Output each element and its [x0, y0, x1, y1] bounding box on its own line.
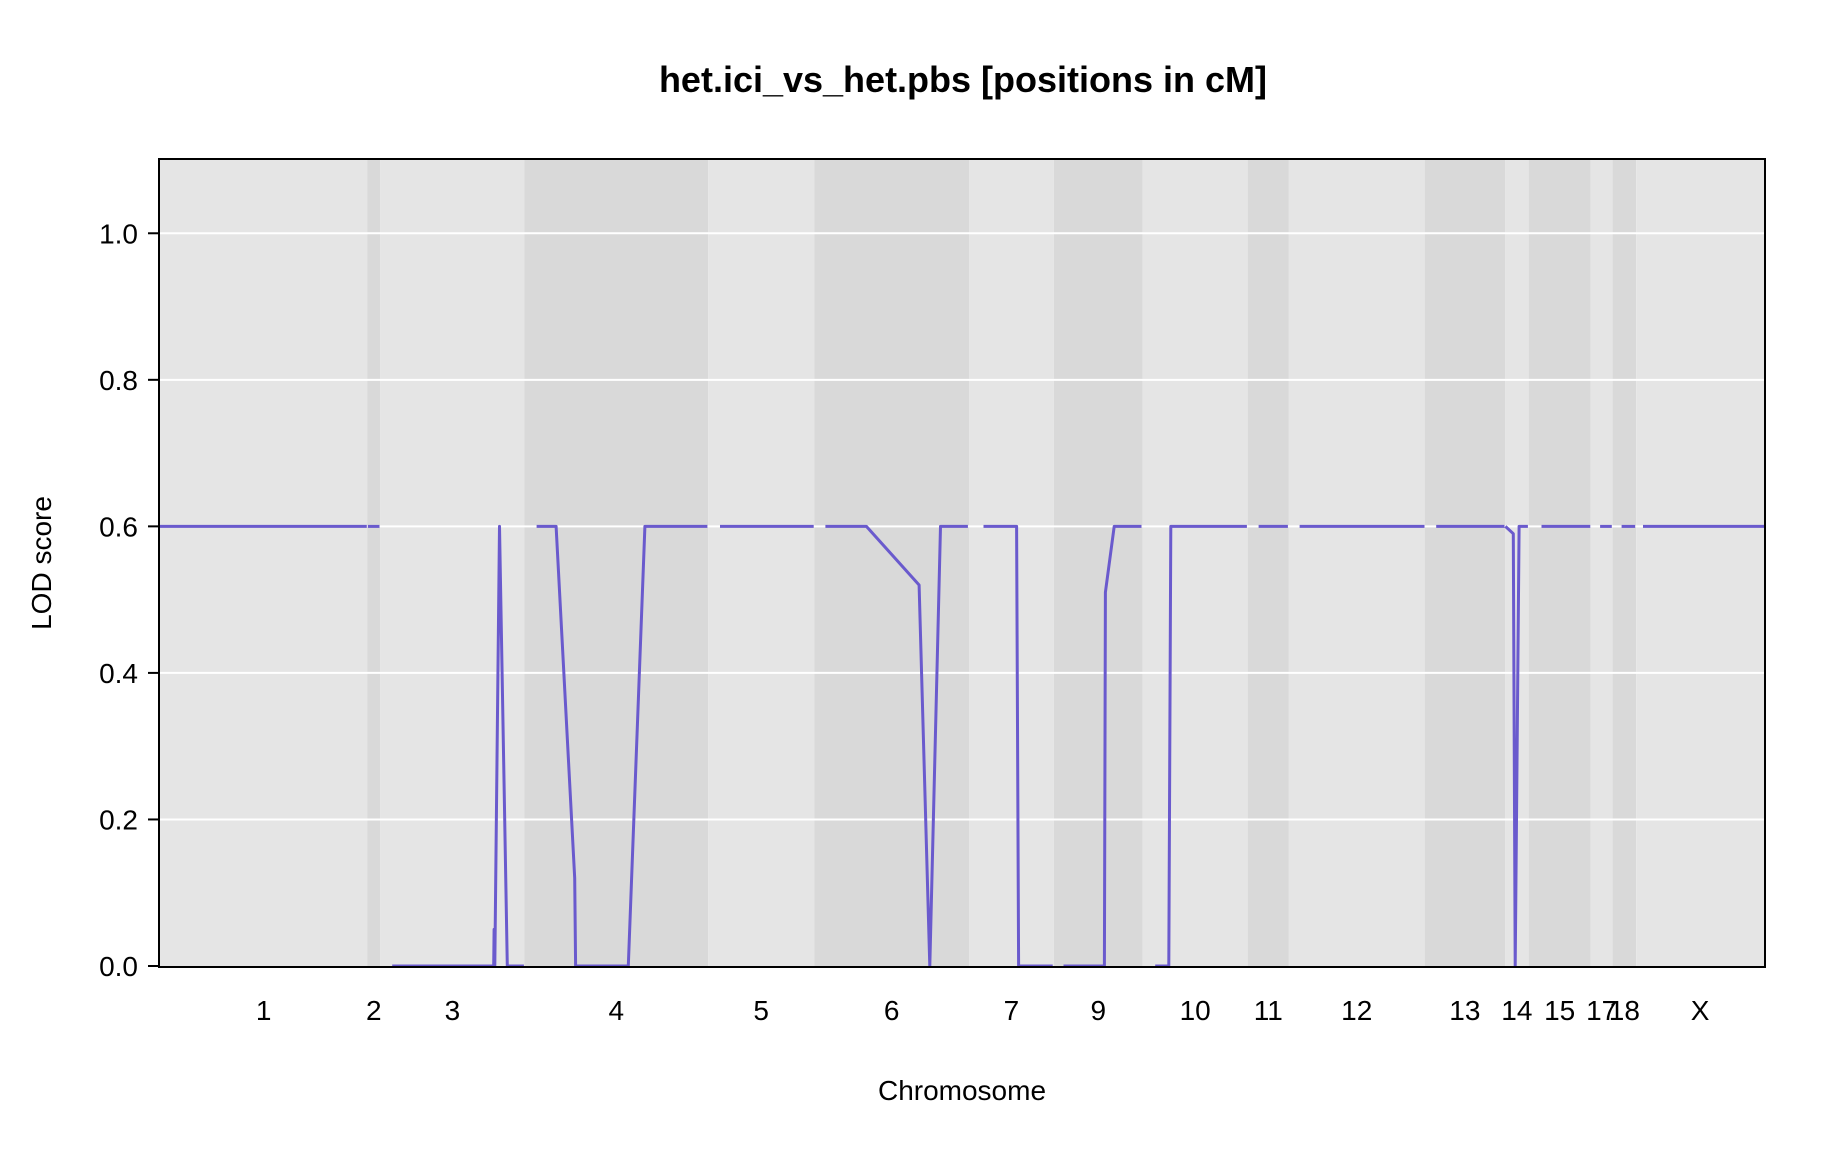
- y-tick-label: 0.4: [99, 658, 138, 689]
- x-tick-label-chr-13: 13: [1449, 995, 1480, 1026]
- chromosome-band-1: [160, 160, 368, 966]
- x-tick-label-chr-4: 4: [609, 995, 625, 1026]
- x-axis-label: Chromosome: [878, 1075, 1046, 1106]
- chromosome-band-5: [708, 160, 815, 966]
- chromosome-band-18: [1612, 160, 1637, 966]
- chromosome-band-7: [969, 160, 1054, 966]
- x-tick-label-chr-5: 5: [753, 995, 769, 1026]
- chromosome-band-9: [1053, 160, 1143, 966]
- chromosome-band-3: [380, 160, 525, 966]
- x-tick-label-chr-X: X: [1691, 995, 1710, 1026]
- x-tick-label-chr-6: 6: [884, 995, 900, 1026]
- y-tick-label: 0.2: [99, 804, 138, 835]
- y-tick-label: 0.0: [99, 951, 138, 982]
- chart-title: het.ici_vs_het.pbs [positions in cM]: [659, 59, 1267, 100]
- x-tick-label-chr-14: 14: [1501, 995, 1532, 1026]
- chromosome-band-4: [524, 160, 709, 966]
- chromosome-band-11: [1247, 160, 1289, 966]
- chromosome-band-6: [814, 160, 970, 966]
- x-tick-label-chr-10: 10: [1180, 995, 1211, 1026]
- x-tick-label-chr-7: 7: [1004, 995, 1020, 1026]
- y-tick-label: 0.8: [99, 365, 138, 396]
- plot-frame: [158, 158, 1766, 968]
- chromosome-bands: [160, 160, 1764, 966]
- y-tick-label: 0.6: [99, 511, 138, 542]
- chromosome-band-17: [1590, 160, 1613, 966]
- chromosome-band-2: [367, 160, 381, 966]
- x-tick-label-chr-18: 18: [1609, 995, 1640, 1026]
- chromosome-band-13: [1424, 160, 1506, 966]
- y-axis: 0.0 0.2 0.4 0.6 0.8 1.0: [99, 218, 160, 982]
- x-tick-label-chr-15: 15: [1544, 995, 1575, 1026]
- y-tick-label: 1.0: [99, 218, 138, 249]
- chromosome-band-X: [1636, 160, 1764, 966]
- chromosome-band-10: [1142, 160, 1248, 966]
- x-tick-label-chr-2: 2: [366, 995, 382, 1026]
- chromosome-band-15: [1528, 160, 1591, 966]
- y-axis-label: LOD score: [26, 496, 57, 630]
- x-tick-label-chr-12: 12: [1341, 995, 1372, 1026]
- chromosome-band-14: [1505, 160, 1529, 966]
- x-tick-label-chr-17: 17: [1586, 995, 1617, 1026]
- x-tick-label-chr-3: 3: [445, 995, 461, 1026]
- x-tick-label-chr-9: 9: [1091, 995, 1107, 1026]
- x-tick-label-chr-1: 1: [256, 995, 272, 1026]
- chromosome-band-12: [1288, 160, 1425, 966]
- lod-line-segment: [825, 524, 968, 968]
- x-tick-label-chr-11: 11: [1254, 995, 1283, 1026]
